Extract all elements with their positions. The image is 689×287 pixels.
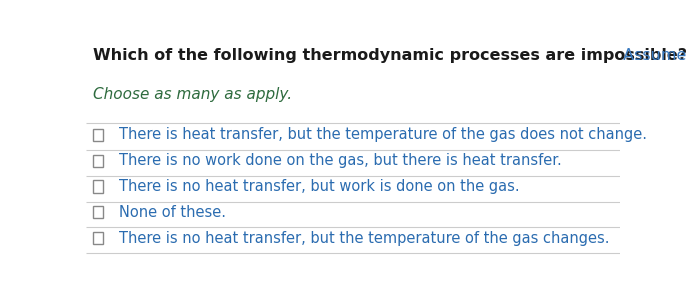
Text: There is no heat transfer, but the temperature of the gas changes.: There is no heat transfer, but the tempe… (119, 231, 610, 246)
Text: There is heat transfer, but the temperature of the gas does not change.: There is heat transfer, but the temperat… (119, 127, 647, 142)
Text: Assume an ideal gas process.: Assume an ideal gas process. (618, 48, 689, 63)
FancyBboxPatch shape (92, 232, 103, 244)
Text: None of these.: None of these. (119, 205, 226, 220)
FancyBboxPatch shape (92, 155, 103, 167)
Text: Choose as many as apply.: Choose as many as apply. (92, 88, 291, 102)
FancyBboxPatch shape (92, 206, 103, 218)
FancyBboxPatch shape (92, 181, 103, 193)
Text: There is no work done on the gas, but there is heat transfer.: There is no work done on the gas, but th… (119, 153, 562, 168)
Text: There is no heat transfer, but work is done on the gas.: There is no heat transfer, but work is d… (119, 179, 520, 194)
FancyBboxPatch shape (92, 129, 103, 141)
Text: Which of the following thermodynamic processes are impossible?: Which of the following thermodynamic pro… (92, 48, 686, 63)
